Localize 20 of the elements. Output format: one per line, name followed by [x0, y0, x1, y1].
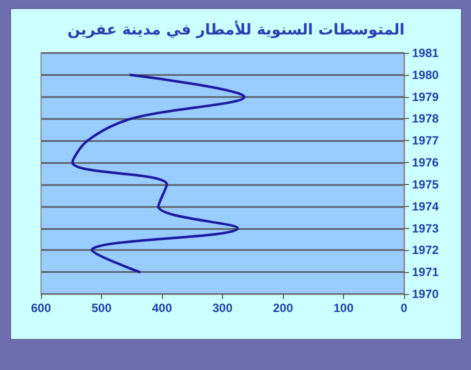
x-tick-label: 600 [30, 301, 52, 315]
y-tick-label: 1977 [412, 134, 440, 148]
y-tick-label: 1971 [412, 265, 440, 280]
y-tick-label: 1978 [412, 112, 440, 126]
y-tick-label: 1975 [412, 177, 440, 192]
x-tick-label: 300 [212, 301, 233, 315]
y-tick-label: 1979 [412, 90, 440, 104]
x-tick-label: 100 [333, 301, 354, 315]
y-tick-label: 1973 [412, 221, 440, 236]
y-tick-label: 1970 [412, 287, 440, 301]
y-tick-label: 1972 [412, 243, 440, 258]
x-tick-label: 500 [91, 301, 112, 315]
x-tick-label: 400 [152, 301, 172, 315]
chart-title: المتوسطات السنوية للأمطار في مدينة عفرين [67, 20, 405, 38]
y-tick-label: 1981 [412, 46, 440, 60]
x-tick-label: 0 [400, 301, 408, 315]
y-tick-label: 1980 [412, 68, 440, 82]
x-tick-label: 200 [272, 301, 294, 315]
y-tick-label: 1974 [412, 199, 440, 214]
y-tick-label: 1976 [412, 156, 440, 170]
